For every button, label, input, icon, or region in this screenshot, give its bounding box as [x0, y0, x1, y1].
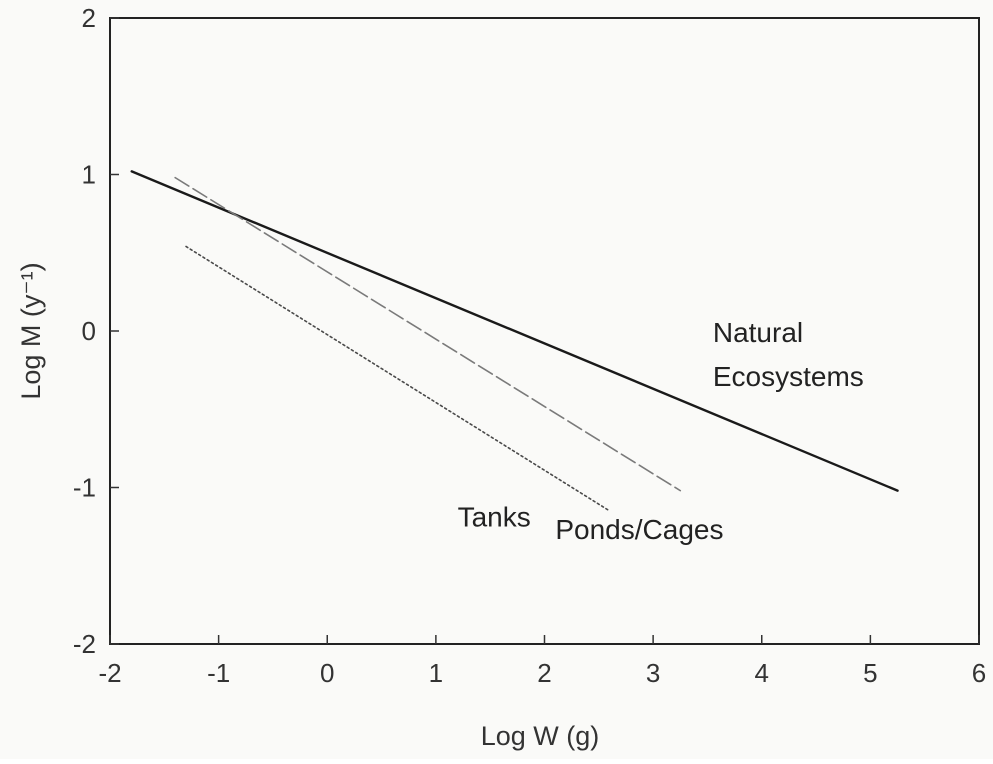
x-tick-label: 5	[863, 658, 877, 688]
x-tick-label: 2	[537, 658, 551, 688]
y-tick-label: 1	[82, 160, 96, 190]
x-tick-label: 0	[320, 658, 334, 688]
x-tick-label: -1	[207, 658, 230, 688]
annotation-label: Ecosystems	[713, 361, 864, 392]
annotation-label: Tanks	[458, 502, 531, 533]
plot-frame	[109, 17, 980, 645]
x-tick-label: -2	[98, 658, 121, 688]
x-axis-ticks: -2 -1 0 1 2 3 4 5 6	[98, 635, 986, 688]
x-axis-label: Log W (g)	[481, 721, 600, 751]
x-tick-label: 4	[755, 658, 769, 688]
series-line-natural-ecosystems	[130, 170, 899, 492]
series-line-ponds-cages	[174, 176, 682, 492]
y-tick-label: 0	[82, 316, 96, 346]
series-lines	[130, 170, 899, 512]
y-tick-label: -1	[73, 473, 96, 503]
series-line-tanks	[185, 245, 611, 512]
x-tick-label: 6	[972, 658, 986, 688]
x-tick-label: 1	[429, 658, 443, 688]
y-tick-label: -2	[73, 629, 96, 659]
annotations: Natural Ecosystems Tanks Ponds/Cages	[458, 317, 864, 545]
y-axis-label: Log M (y⁻¹)	[16, 262, 46, 399]
y-axis-ticks: -2 -1 0 1 2	[73, 3, 119, 659]
annotation-label: Natural	[713, 317, 803, 348]
y-tick-label: 2	[82, 3, 96, 33]
annotation-label: Ponds/Cages	[555, 514, 723, 545]
x-tick-label: 3	[646, 658, 660, 688]
